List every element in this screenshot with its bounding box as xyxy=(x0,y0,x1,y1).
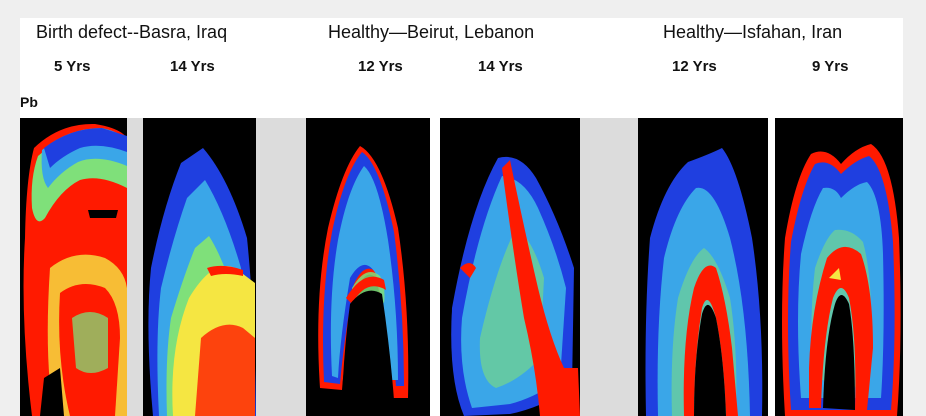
age-label-beirut-2: 14 Yrs xyxy=(478,58,523,75)
age-label-basra-2: 14 Yrs xyxy=(170,58,215,75)
separator xyxy=(127,118,143,416)
group-label-basra: Birth defect--Basra, Iraq xyxy=(36,22,228,42)
figure-panel: Birth defect--Basra, Iraq Healthy—Beirut… xyxy=(20,18,903,416)
tooth-map-isfahan-12yrs xyxy=(638,118,768,416)
age-label-beirut-1: 12 Yrs xyxy=(358,58,403,75)
separator xyxy=(256,118,306,416)
age-label-basra-1: 5 Yrs xyxy=(54,58,91,75)
group-label-beirut: Healthy—Beirut, Lebanon xyxy=(328,22,535,42)
element-label: Pb xyxy=(20,94,38,110)
tooth-map-beirut-14yrs xyxy=(440,118,580,416)
separator xyxy=(580,118,638,416)
tooth-map-basra-14yrs xyxy=(143,118,256,416)
tooth-map-beirut-12yrs xyxy=(306,118,430,416)
tooth-map-isfahan-9yrs xyxy=(775,118,903,416)
age-label-isfahan-2: 9 Yrs xyxy=(812,58,849,75)
tooth-map-basra-5yrs xyxy=(20,118,127,416)
age-label-isfahan-1: 12 Yrs xyxy=(672,58,717,75)
group-label-isfahan: Healthy—Isfahan, Iran xyxy=(663,22,843,42)
